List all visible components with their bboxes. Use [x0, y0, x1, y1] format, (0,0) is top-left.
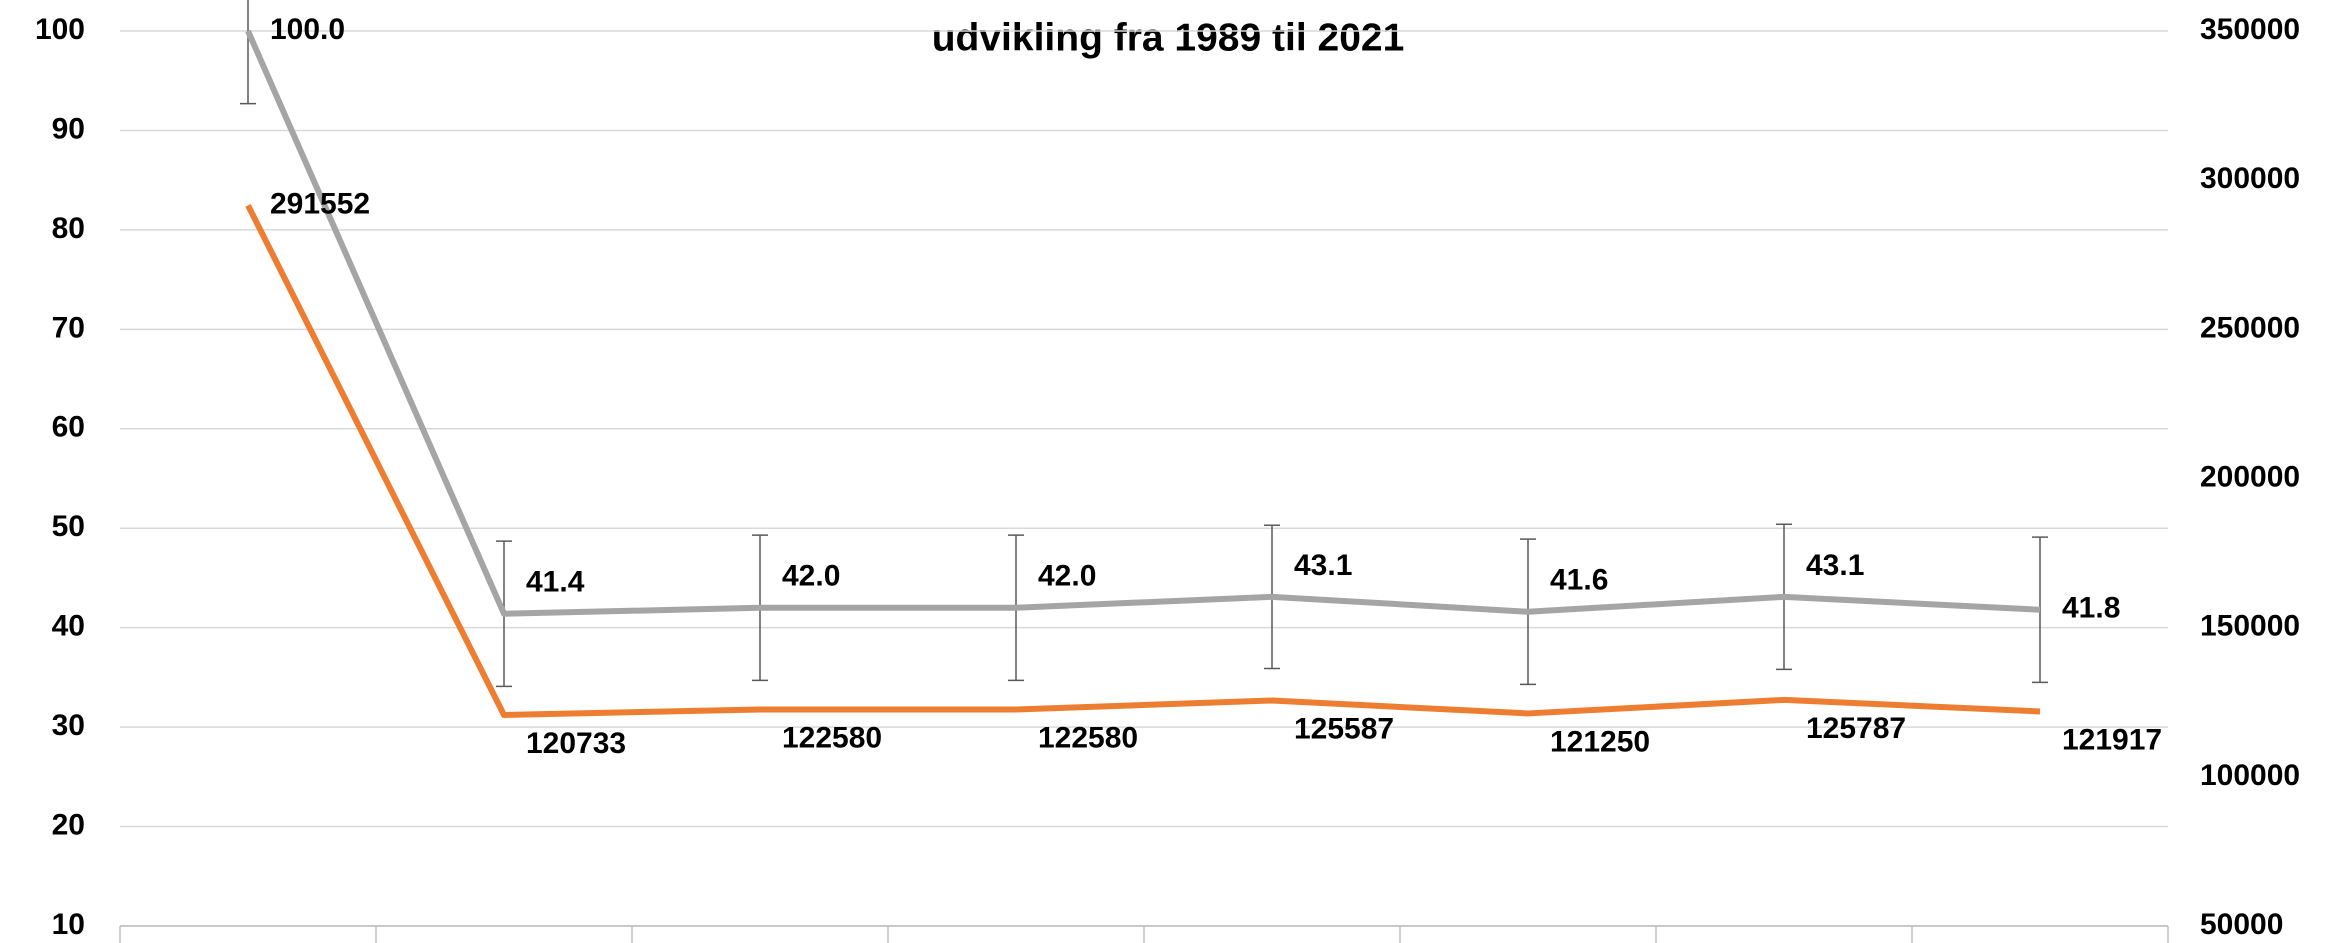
y2-tick-label: 50000: [2200, 908, 2283, 941]
data-label: 125587: [1294, 712, 1394, 745]
y-tick-label: 80: [52, 212, 85, 245]
data-label: 122580: [1038, 721, 1138, 754]
y-tick-label: 100: [35, 13, 85, 46]
y2-tick-label: 250000: [2200, 311, 2300, 344]
y2-tick-label: 300000: [2200, 162, 2300, 195]
y2-tick-label: 100000: [2200, 759, 2300, 792]
data-label: 120733: [526, 727, 626, 760]
data-label: 41.4: [526, 566, 585, 599]
data-label: 122580: [782, 721, 882, 754]
data-label: 42.0: [1038, 560, 1096, 593]
y-tick-label: 70: [52, 311, 85, 344]
y2-tick-label: 150000: [2200, 610, 2300, 643]
data-label: 291552: [270, 187, 370, 220]
y-tick-label: 20: [52, 808, 85, 841]
data-label: 121250: [1550, 725, 1650, 758]
data-label: 125787: [1806, 712, 1906, 745]
y-tick-label: 10: [52, 908, 85, 941]
error-bar: [240, 0, 256, 105]
data-label: 42.0: [782, 560, 840, 593]
data-label: 121917: [2062, 723, 2162, 756]
data-label: 100.0: [270, 13, 345, 46]
y-tick-label: 30: [52, 709, 85, 742]
y-tick-label: 90: [52, 112, 85, 145]
y-tick-label: 50: [52, 510, 85, 543]
line-series: [245, 204, 2041, 718]
data-label: 43.1: [1806, 549, 1864, 582]
line-series: [245, 29, 2041, 617]
y-tick-label: 40: [52, 610, 85, 643]
y2-tick-label: 350000: [2200, 13, 2300, 46]
data-label: 43.1: [1294, 549, 1352, 582]
data-label: 41.6: [1550, 564, 1608, 597]
y-tick-label: 60: [52, 411, 85, 444]
y2-tick-label: 200000: [2200, 460, 2300, 493]
data-label: 41.8: [2062, 592, 2120, 625]
chart-title: udvikling fra 1989 til 2021: [932, 16, 1405, 59]
